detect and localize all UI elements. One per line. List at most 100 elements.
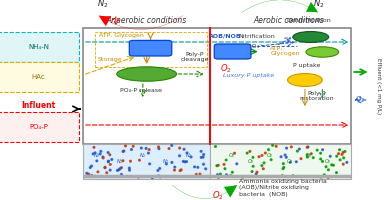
Point <box>121 149 127 153</box>
Text: PO₄-P release: PO₄-P release <box>120 88 162 93</box>
Point <box>261 161 267 164</box>
Point <box>320 148 326 151</box>
Text: $O_2$: $O_2$ <box>324 158 332 166</box>
Point <box>323 165 329 168</box>
FancyBboxPatch shape <box>83 28 351 144</box>
Point <box>200 163 207 166</box>
Text: Influent: Influent <box>22 102 56 110</box>
Text: $N_2$: $N_2$ <box>139 152 147 160</box>
Point <box>156 174 162 178</box>
Point <box>143 147 149 150</box>
Point <box>279 174 285 177</box>
Point <box>256 155 262 158</box>
Point <box>183 160 190 163</box>
Point <box>149 175 155 178</box>
Point <box>92 175 98 178</box>
Point <box>200 155 206 159</box>
FancyBboxPatch shape <box>214 44 251 59</box>
Point <box>92 151 98 154</box>
Point <box>104 171 110 174</box>
Text: $N_2$: $N_2$ <box>185 152 193 160</box>
Point <box>117 167 123 170</box>
Point <box>244 152 250 155</box>
Point <box>145 151 151 155</box>
Point <box>193 173 200 176</box>
Text: $O_2$: $O_2$ <box>247 158 255 166</box>
Point <box>223 158 229 162</box>
Text: $O_2$: $O_2$ <box>266 152 274 160</box>
Point <box>120 159 126 162</box>
Point <box>266 148 272 151</box>
Text: DPAOs: DPAOs <box>299 34 322 40</box>
Point <box>126 166 132 170</box>
Text: ATP,
Glycogen: ATP, Glycogen <box>270 46 300 56</box>
Point <box>198 156 205 159</box>
Text: Luxury P uptake: Luxury P uptake <box>223 72 274 77</box>
Point <box>239 176 245 179</box>
Point <box>221 163 227 166</box>
Text: Denitrification: Denitrification <box>286 18 331 23</box>
Text: $N_2$: $N_2$ <box>162 158 170 166</box>
Point <box>136 159 142 162</box>
Point <box>305 175 311 178</box>
Point <box>97 152 103 156</box>
Point <box>88 164 95 168</box>
Point <box>318 152 324 155</box>
Point <box>203 167 209 170</box>
Point <box>184 151 190 154</box>
Point <box>114 169 120 172</box>
Point <box>147 162 153 165</box>
Point <box>176 146 183 150</box>
Point <box>318 176 324 179</box>
FancyArrowPatch shape <box>242 0 318 13</box>
Point <box>157 175 163 179</box>
FancyBboxPatch shape <box>210 144 351 179</box>
Point <box>304 146 310 149</box>
Point <box>201 153 207 156</box>
Point <box>215 173 221 176</box>
Point <box>337 148 343 151</box>
Point <box>176 154 183 157</box>
Text: Cell
Growth: Cell Growth <box>292 75 318 85</box>
Text: NH₄-N: NH₄-N <box>28 44 49 50</box>
Point <box>223 173 230 176</box>
Point <box>90 152 96 156</box>
Point <box>340 156 347 159</box>
Point <box>100 155 106 159</box>
Point <box>325 176 331 179</box>
Point <box>118 173 124 176</box>
Text: Nitrification: Nitrification <box>238 33 275 38</box>
Point <box>259 164 265 167</box>
Point <box>85 172 91 176</box>
Point <box>229 171 235 174</box>
Ellipse shape <box>293 31 329 43</box>
Point <box>294 150 300 153</box>
Text: $N_2$: $N_2$ <box>116 158 124 166</box>
Point <box>212 145 218 148</box>
Point <box>84 172 90 175</box>
Text: HAc: HAc <box>32 74 46 80</box>
Text: $O_2$: $O_2$ <box>212 190 224 200</box>
Point <box>318 157 324 161</box>
Point <box>335 152 342 155</box>
Point <box>89 174 95 177</box>
Point <box>334 171 340 174</box>
Point <box>340 163 346 166</box>
Point <box>171 168 178 172</box>
Point <box>290 174 296 177</box>
Text: ⁻NO₂⁻/NO₃⁻: ⁻NO₂⁻/NO₃⁻ <box>227 44 263 48</box>
Point <box>319 160 325 163</box>
Text: $O_2$: $O_2$ <box>228 152 235 160</box>
Point <box>250 165 256 168</box>
Point <box>250 156 256 159</box>
Point <box>262 151 268 155</box>
Point <box>157 167 163 170</box>
Point <box>249 170 255 173</box>
Text: AOB/NOB: AOB/NOB <box>210 33 242 38</box>
Point <box>105 151 111 154</box>
Point <box>169 161 175 164</box>
Point <box>129 148 135 151</box>
Text: Anaerobic conditions: Anaerobic conditions <box>107 16 187 25</box>
Point <box>227 174 234 177</box>
Point <box>120 150 126 153</box>
